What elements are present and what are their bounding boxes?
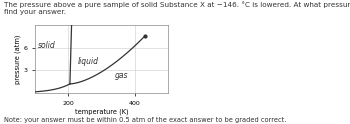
Y-axis label: pressure (atm): pressure (atm) [14, 34, 21, 84]
Text: liquid: liquid [78, 57, 99, 66]
Text: gas: gas [115, 71, 128, 80]
Text: Note: your answer must be within 0.5 atm of the exact answer to be graded correc: Note: your answer must be within 0.5 atm… [4, 117, 286, 123]
X-axis label: temperature (K): temperature (K) [75, 108, 128, 115]
Text: The pressure above a pure sample of solid Substance X at −146. °C is lowered. At: The pressure above a pure sample of soli… [4, 1, 350, 16]
Text: solid: solid [38, 41, 56, 49]
